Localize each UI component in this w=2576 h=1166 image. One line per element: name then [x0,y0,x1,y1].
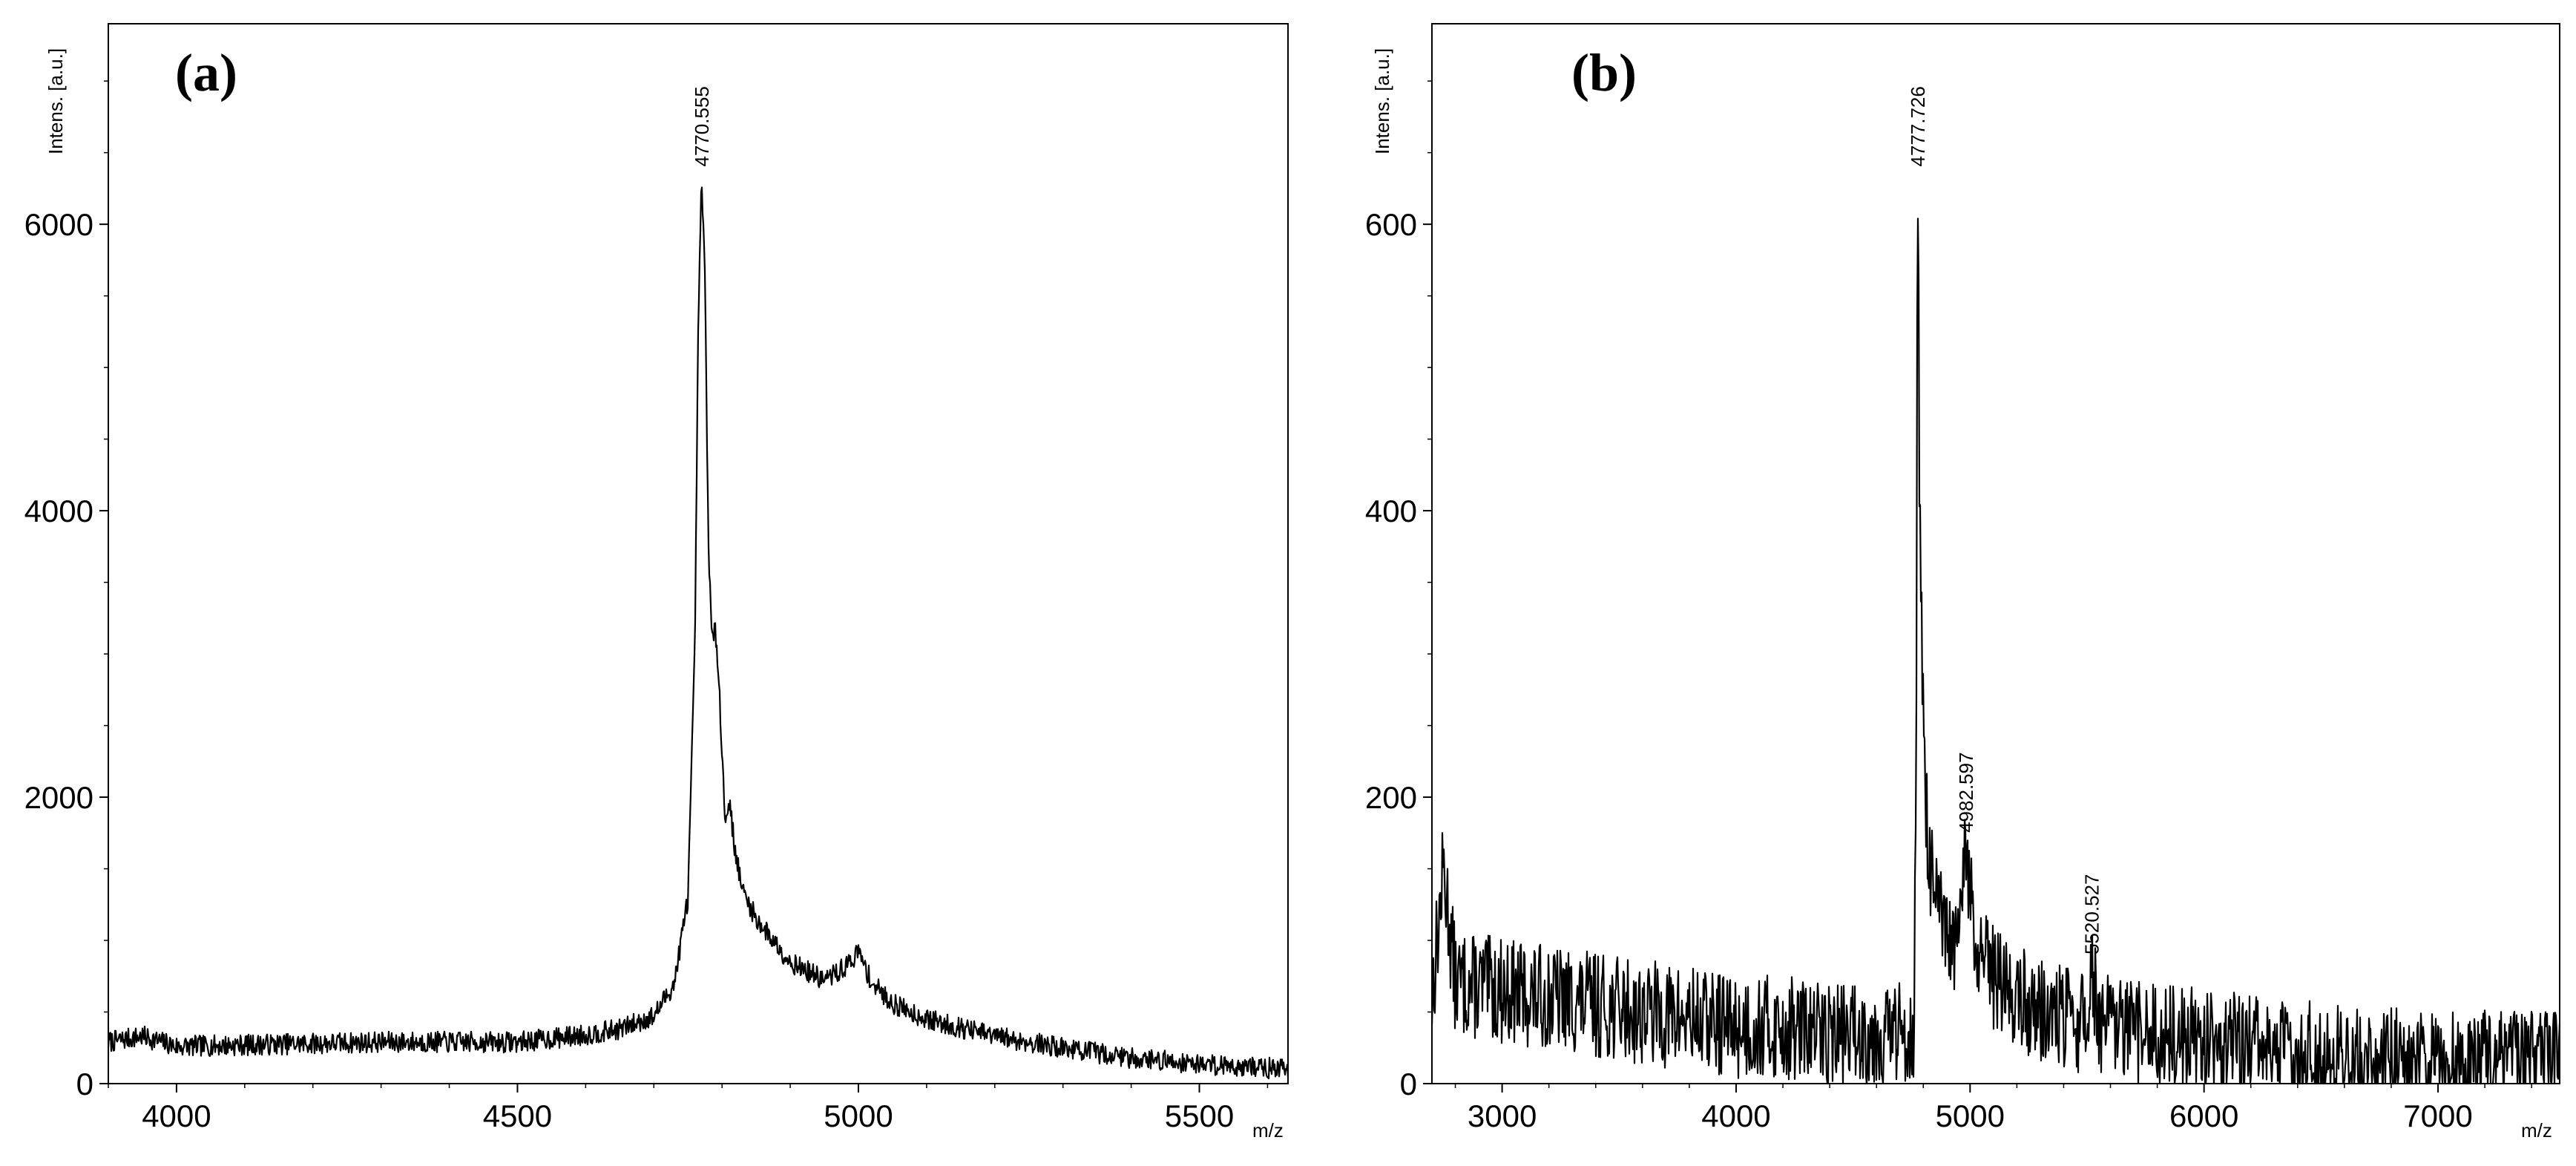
y-tick-label: 200 [1365,780,1417,815]
y-tick-label: 0 [1400,1067,1417,1101]
spectrum-trace-b [1430,217,2561,1085]
plot-frame-a [108,23,1289,1084]
peak-annotations-a: 4770.555 [691,86,713,166]
peak-label: 4777.726 [1907,86,1929,166]
x-tick-label: 5500 [1165,1098,1234,1133]
x-axis-b: 3000 4000 5000 6000 7000 [1454,1084,2532,1133]
x-tick-label: 6000 [2169,1098,2238,1133]
y-axis-title-a: Intens. [a.u.] [45,48,67,154]
spectrum-trace-a [107,186,1289,1080]
peak-annotations-b: 4777.726 4982.597 5520.527 [1907,86,2103,954]
x-tick-label: 4500 [483,1098,552,1133]
x-axis-title-b: m/z [2521,1119,2552,1142]
x-tick-label: 4000 [1701,1098,1770,1133]
y-tick-label: 2000 [24,780,93,815]
x-axis-title-a: m/z [1252,1119,1284,1142]
spectrum-panel-b: (b) Intens. [a.u.] m/z 0 200 400 600 3000 40… [1365,23,2561,1142]
panel-label-b: (b) [1571,43,1637,102]
x-tick-label: 5000 [824,1098,893,1133]
y-axis-b: 0 200 400 600 [1365,80,1432,1101]
y-tick-label: 0 [76,1067,93,1101]
spectrum-panel-a: (a) Intens. [a.u.] m/z 0 2000 4000 6000 400… [24,23,1289,1142]
x-tick-label: 4000 [142,1098,211,1133]
peak-label: 5520.527 [2081,874,2103,954]
panel-label-a: (a) [175,43,237,102]
y-axis-title-b: Intens. [a.u.] [1371,48,1393,154]
x-tick-label: 7000 [2403,1098,2472,1133]
x-tick-label: 3000 [1468,1098,1537,1133]
plot-frame-b [1431,23,2560,1084]
peak-label: 4770.555 [691,86,713,166]
y-tick-label: 600 [1365,207,1417,242]
y-tick-label: 6000 [24,207,93,242]
x-tick-label: 5000 [1936,1098,2005,1133]
x-axis-a: 4000 4500 5000 5500 [108,1084,1269,1133]
y-tick-label: 400 [1365,494,1417,528]
peak-label: 4982.597 [1955,752,1977,832]
y-axis-a: 0 2000 4000 6000 [24,80,108,1101]
y-tick-label: 4000 [24,494,93,528]
